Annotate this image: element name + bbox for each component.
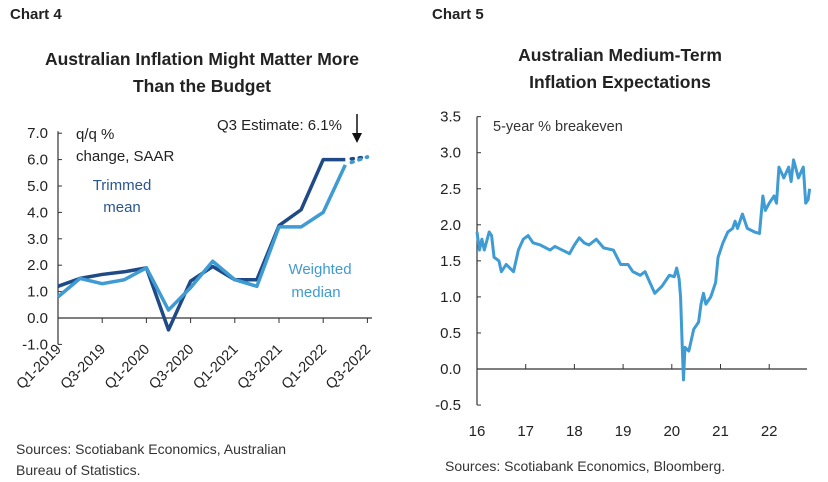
chart5-x-tick-label: 20 [663,423,680,440]
chart4-x-tick-label: Q3-2022 [323,342,374,393]
chart5-x-tick-label: 21 [712,423,729,440]
chart4-x-tick-label: Q1-2022 [279,342,330,393]
chart5-x-tick-label: 17 [517,423,534,440]
weighted-median-estimate [349,155,370,165]
chart4-source-line2: Bureau of Statistics. [16,462,141,478]
chart4-y-tick-label: 6.0 [27,152,48,169]
chart4-y-tick-label: 1.0 [27,284,48,301]
chart5-y-tick-label: 3.0 [440,145,461,162]
chart4-source-line1: Sources: Scotiabank Economics, Australia… [16,441,287,457]
chart4-x-tick-label: Q3-2021 [235,342,286,393]
chart4-y-tick-label: 2.0 [27,257,48,274]
chart4-source: Sources: Scotiabank Economics, Australia… [16,439,286,481]
weighted-median-line [56,164,347,312]
chart5-ylabel: 5-year % breakeven [493,119,623,135]
chart4-y-tick-label: 3.0 [27,231,48,248]
chart4-x-tick-label: Q1-2021 [190,342,241,393]
chart5-x-tick-label: 18 [566,423,583,440]
chart4-y-tick-label: -1.0 [22,336,48,353]
chart4-label: Chart 4 [10,6,62,23]
trimmed-mean-label-line2: mean [103,199,141,216]
chart5-y-tick-label: 3.5 [440,109,461,126]
chart5-y-tick-label: 1.0 [440,289,461,306]
chart5-label: Chart 5 [432,6,484,23]
breakeven-line [475,158,812,382]
q3-estimate-annotation: Q3 Estimate: 6.1% [217,117,342,134]
chart5-y-tick-label: 2.5 [440,181,461,198]
chart5-title-line1: Australian Medium-Term [518,45,722,65]
chart4-ylabel-line2: change, SAAR [76,148,175,165]
chart5-x-tick-label: 19 [615,423,632,440]
weighted-median-label-line1: Weighted [288,261,351,278]
chart4-x-tick-label: Q3-2019 [58,342,109,393]
chart4-y-tick-label: 5.0 [27,178,48,195]
chart4-plot: 7.06.05.04.03.02.01.00.0-1.0Q1-2019Q3-20… [14,125,375,393]
chart4-y-tick-label: 7.0 [27,125,48,142]
weighted-median-label-line2: median [291,284,340,301]
chart5-x-tick-label: 16 [469,423,486,440]
chart4-y-tick-label: 4.0 [27,204,48,221]
chart5-plot: 3.5 3.0 2.5 2.0 1.5 1.0 0.5 0.0 -0.5 16 17 18 19 20 21… [435,109,812,440]
chart5-y-tick-label: -0.5 [435,397,461,414]
chart5-y-tick-label: 0.5 [440,325,461,342]
chart5-x-tick-label: 22 [761,423,778,440]
chart5-title: Australian Medium-Term Inflation Expecta… [420,42,820,96]
chart5-title-line2: Inflation Expectations [529,72,711,92]
chart4-x-tick-label: Q3-2020 [146,342,197,393]
chart4-y-tick-label: 0.0 [27,310,48,327]
chart5-y-tick-label: 1.5 [440,253,461,270]
chart4-title-line1: Australian Inflation Might Matter More [44,49,360,69]
arrow-down-icon [352,114,362,143]
chart4-title: Australian Inflation Might Matter More T… [0,46,404,100]
trimmed-mean-label-line1: Trimmed [93,177,152,194]
chart5-source: Sources: Scotiabank Economics, Bloomberg… [445,458,726,474]
chart4-title-line2: Than the Budget [132,76,272,96]
chart5-y-tick-label: 0.0 [440,361,461,378]
chart4-x-tick-label: Q1-2020 [102,342,153,393]
chart5-y-tick-label: 2.0 [440,217,461,234]
chart4-ylabel-line1: q/q % [76,126,114,143]
